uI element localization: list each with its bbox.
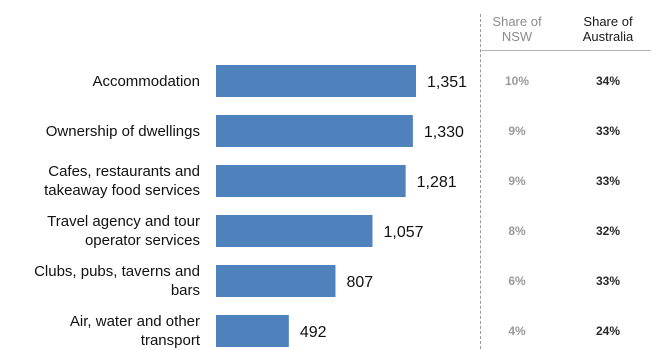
share-nsw-5: 4% <box>508 324 526 338</box>
category-label-1-line-0: Ownership of dwellings <box>45 122 200 140</box>
category-label-2-line-1: takeaway food services <box>44 182 200 199</box>
share-australia-5: 24% <box>595 324 621 338</box>
share-australia-header-line-1: Share of <box>583 14 633 29</box>
share-australia-header: Share of Australia <box>572 14 644 44</box>
share-nsw-0: 10% <box>504 74 530 88</box>
share-nsw-header-line-2: NSW <box>501 29 533 44</box>
bar-5 <box>216 315 289 347</box>
bar-2 <box>216 165 406 197</box>
bar-3 <box>216 215 373 247</box>
column-divider <box>480 14 481 349</box>
share-australia-3: 32% <box>595 224 621 238</box>
share-nsw-header-line-1: Share of <box>492 14 542 29</box>
share-nsw-1: 9% <box>508 124 526 138</box>
value-label-1: 1,330 <box>424 124 464 141</box>
value-label-2: 1,281 <box>417 174 457 191</box>
share-australia-2: 33% <box>595 174 621 188</box>
value-label-0: 1,351 <box>427 74 467 91</box>
value-label-3: 1,057 <box>383 224 423 241</box>
category-label-3: Travel agency and tour operator services <box>0 212 200 250</box>
category-label-3-line-0: Travel agency and tour <box>47 213 200 230</box>
share-nsw-2: 9% <box>508 174 526 188</box>
category-label-5-line-1: transport <box>140 332 200 349</box>
category-label-2: Cafes, restaurants and takeaway food serv… <box>0 162 200 200</box>
value-label-4: 807 <box>346 274 373 291</box>
share-australia-4: 33% <box>595 274 621 288</box>
share-nsw-3: 8% <box>508 224 526 238</box>
share-australia-header-line-2: Australia <box>582 29 634 44</box>
category-label-3-line-1: operator services <box>84 232 200 249</box>
category-label-4-line-0: Clubs, pubs, taverns and <box>34 263 200 280</box>
bar-4 <box>216 265 336 297</box>
share-australia-0: 34% <box>595 74 621 88</box>
category-label-4: Clubs, pubs, taverns and bars <box>0 262 200 300</box>
header-rule <box>481 50 651 51</box>
value-label-5: 492 <box>300 324 327 341</box>
bar-0 <box>216 65 416 97</box>
share-nsw-4: 6% <box>508 274 526 288</box>
bar-1 <box>216 115 413 147</box>
category-label-2-line-0: Cafes, restaurants and <box>48 163 200 180</box>
category-label-5-line-0: Air, water and other <box>69 313 200 330</box>
share-australia-1: 33% <box>595 124 621 138</box>
category-label-1: Ownership of dwellings <box>0 122 200 141</box>
share-nsw-header: Share of NSW <box>481 14 553 44</box>
category-label-0-line-0: Accommodation <box>92 72 200 90</box>
category-label-4-line-1: bars <box>170 282 200 299</box>
category-label-5: Air, water and other transport <box>0 312 200 350</box>
category-label-0: Accommodation <box>0 72 200 91</box>
